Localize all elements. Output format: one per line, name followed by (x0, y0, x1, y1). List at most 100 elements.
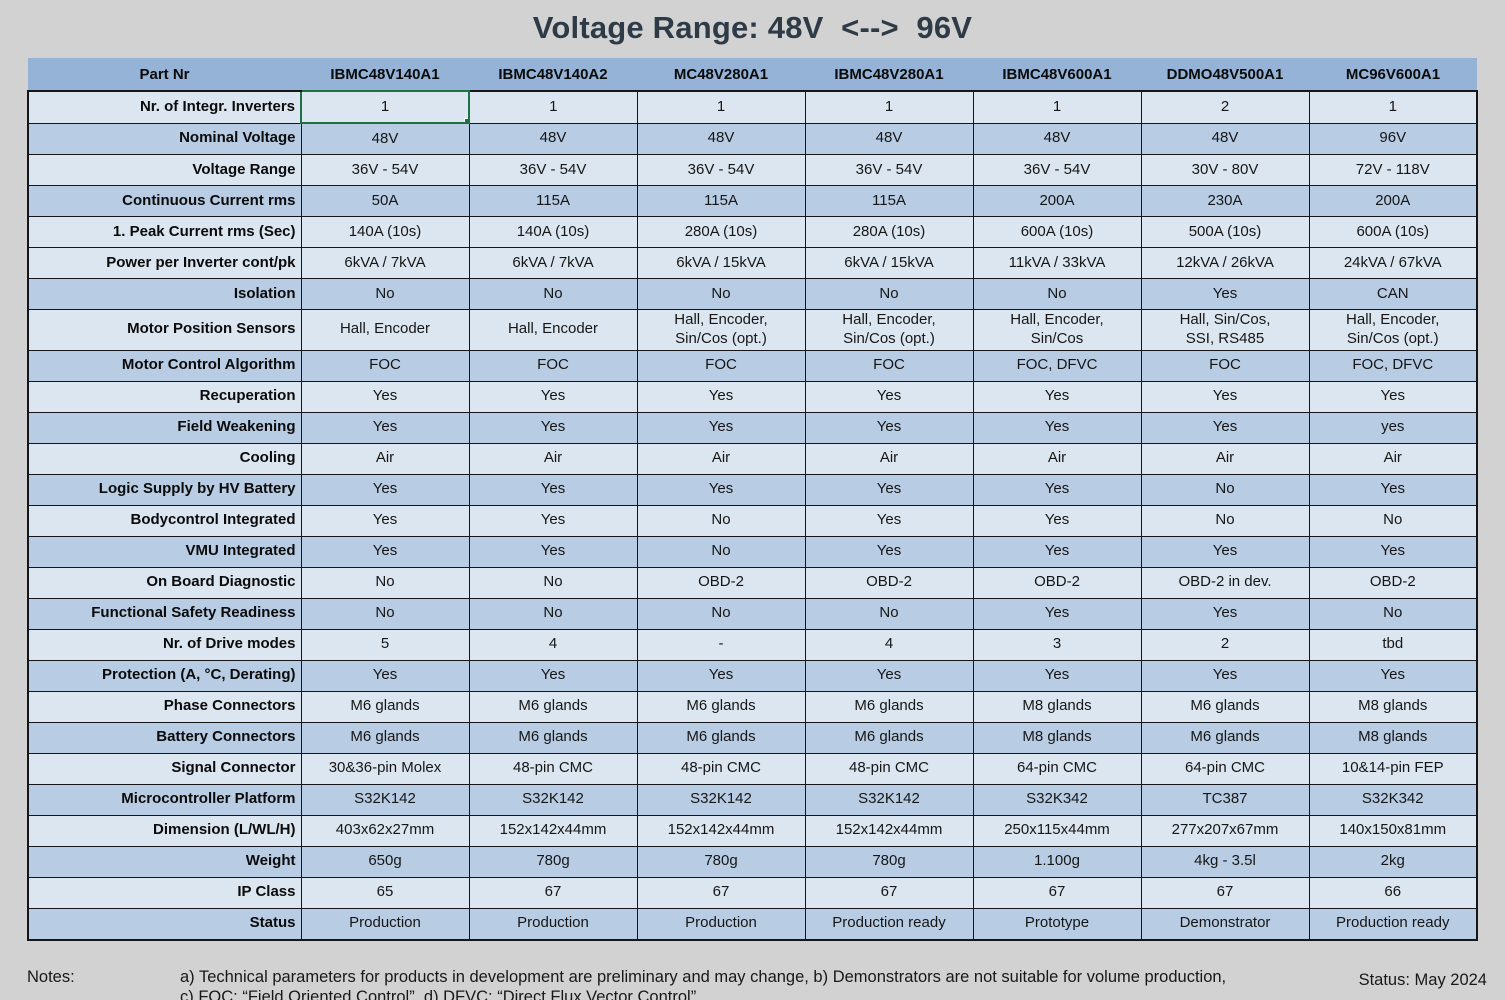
cell[interactable]: 67 (804, 876, 974, 909)
cell[interactable]: Yes (804, 535, 974, 568)
cell[interactable]: 96V (1308, 122, 1478, 155)
cell[interactable]: yes (1308, 411, 1478, 444)
cell[interactable]: Air (636, 442, 806, 475)
cell[interactable]: No (300, 278, 470, 310)
cell[interactable]: 72V - 118V (1308, 154, 1478, 186)
cell[interactable]: 11kVA / 33kVA (972, 247, 1142, 279)
cell[interactable]: Production (636, 907, 806, 941)
cell[interactable]: FOC, DFVC (972, 349, 1142, 382)
cell[interactable]: 1.100g (972, 845, 1142, 878)
cell[interactable]: M6 glands (636, 721, 806, 754)
cell[interactable]: 1 (972, 90, 1142, 124)
cell[interactable]: 780g (636, 845, 806, 878)
cell[interactable]: 500A (10s) (1140, 216, 1310, 248)
cell[interactable]: No (636, 597, 806, 630)
cell[interactable]: Production (300, 907, 470, 941)
cell[interactable]: Yes (468, 411, 638, 444)
row-label-cell[interactable]: Continuous Current rms (27, 185, 302, 217)
cell[interactable]: OBD-2 (972, 566, 1142, 599)
row-label-cell[interactable]: Microcontroller Platform (27, 783, 302, 816)
cell[interactable]: No (1140, 473, 1310, 506)
cell[interactable]: Yes (972, 597, 1142, 630)
cell[interactable]: 2kg (1308, 845, 1478, 878)
cell[interactable]: No (1308, 597, 1478, 630)
cell[interactable]: 24kVA / 67kVA (1308, 247, 1478, 279)
cell[interactable]: 2 (1140, 628, 1310, 661)
cell[interactable]: Yes (1140, 597, 1310, 630)
cell[interactable]: Hall, Encoder (468, 309, 638, 351)
cell[interactable]: FOC (1140, 349, 1310, 382)
cell[interactable]: 4 (804, 628, 974, 661)
cell[interactable]: S32K142 (300, 783, 470, 816)
row-label-cell[interactable]: Dimension (L/WL/H) (27, 814, 302, 847)
cell[interactable]: FOC (468, 349, 638, 382)
cell[interactable]: TC387 (1140, 783, 1310, 816)
cell[interactable]: 200A (1308, 185, 1478, 217)
cell[interactable]: 152x142x44mm (468, 814, 638, 847)
cell[interactable]: 403x62x27mm (300, 814, 470, 847)
cell[interactable]: Yes (972, 659, 1142, 692)
cell[interactable]: Yes (1308, 535, 1478, 568)
cell[interactable]: S32K142 (468, 783, 638, 816)
row-label-cell[interactable]: Status (27, 907, 302, 941)
cell[interactable]: Yes (1140, 380, 1310, 413)
cell[interactable]: Yes (468, 535, 638, 568)
cell[interactable]: 250x115x44mm (972, 814, 1142, 847)
cell[interactable]: 67 (468, 876, 638, 909)
cell[interactable]: Yes (804, 380, 974, 413)
cell[interactable]: No (804, 597, 974, 630)
cell[interactable]: Yes (468, 380, 638, 413)
cell[interactable]: M6 glands (1140, 690, 1310, 723)
cell[interactable]: Hall, Encoder, Sin/Cos (opt.) (636, 309, 806, 351)
selected-cell[interactable]: 1 (300, 90, 470, 124)
cell[interactable]: Yes (636, 411, 806, 444)
column-header[interactable]: MC48V280A1 (637, 58, 805, 91)
cell[interactable]: FOC (636, 349, 806, 382)
cell[interactable]: 50A (300, 185, 470, 217)
cell[interactable]: Yes (636, 473, 806, 506)
cell[interactable]: 36V - 54V (468, 154, 638, 186)
cell[interactable]: 6kVA / 15kVA (636, 247, 806, 279)
cell[interactable]: 4 (468, 628, 638, 661)
cell[interactable]: M8 glands (1308, 721, 1478, 754)
cell[interactable]: Yes (1308, 380, 1478, 413)
cell[interactable]: 115A (636, 185, 806, 217)
cell[interactable]: Yes (1140, 659, 1310, 692)
cell[interactable]: 48-pin CMC (468, 752, 638, 785)
row-label-cell[interactable]: IP Class (27, 876, 302, 909)
cell[interactable]: 3 (972, 628, 1142, 661)
cell[interactable]: 48-pin CMC (804, 752, 974, 785)
cell[interactable]: 600A (10s) (972, 216, 1142, 248)
cell[interactable]: M8 glands (1308, 690, 1478, 723)
cell[interactable]: Yes (300, 535, 470, 568)
cell[interactable]: M6 glands (1140, 721, 1310, 754)
cell[interactable]: Hall, Encoder (300, 309, 470, 351)
cell[interactable]: 64-pin CMC (972, 752, 1142, 785)
cell[interactable]: 67 (1140, 876, 1310, 909)
cell[interactable]: Yes (972, 504, 1142, 537)
row-label-cell[interactable]: Field Weakening (27, 411, 302, 444)
row-label-cell[interactable]: 1. Peak Current rms (Sec) (27, 216, 302, 248)
cell[interactable]: Yes (804, 473, 974, 506)
cell[interactable]: 65 (300, 876, 470, 909)
cell[interactable]: 1 (1308, 90, 1478, 124)
cell[interactable]: Yes (804, 659, 974, 692)
cell[interactable]: Air (1308, 442, 1478, 475)
cell[interactable]: S32K342 (1308, 783, 1478, 816)
cell[interactable]: 30&36-pin Molex (300, 752, 470, 785)
cell[interactable]: No (468, 278, 638, 310)
cell[interactable]: Yes (300, 473, 470, 506)
cell[interactable]: 1 (468, 90, 638, 124)
cell[interactable]: S32K142 (636, 783, 806, 816)
cell[interactable]: Yes (1140, 535, 1310, 568)
cell[interactable]: Production ready (1308, 907, 1478, 941)
cell[interactable]: Yes (636, 659, 806, 692)
column-header[interactable]: IBMC48V280A1 (805, 58, 973, 91)
row-label-cell[interactable]: Phase Connectors (27, 690, 302, 723)
row-label-cell[interactable]: Recuperation (27, 380, 302, 413)
cell[interactable]: Yes (804, 411, 974, 444)
cell[interactable]: Production (468, 907, 638, 941)
cell[interactable]: 48V (1140, 122, 1310, 155)
cell[interactable]: OBD-2 (636, 566, 806, 599)
cell[interactable]: 48V (300, 122, 470, 155)
